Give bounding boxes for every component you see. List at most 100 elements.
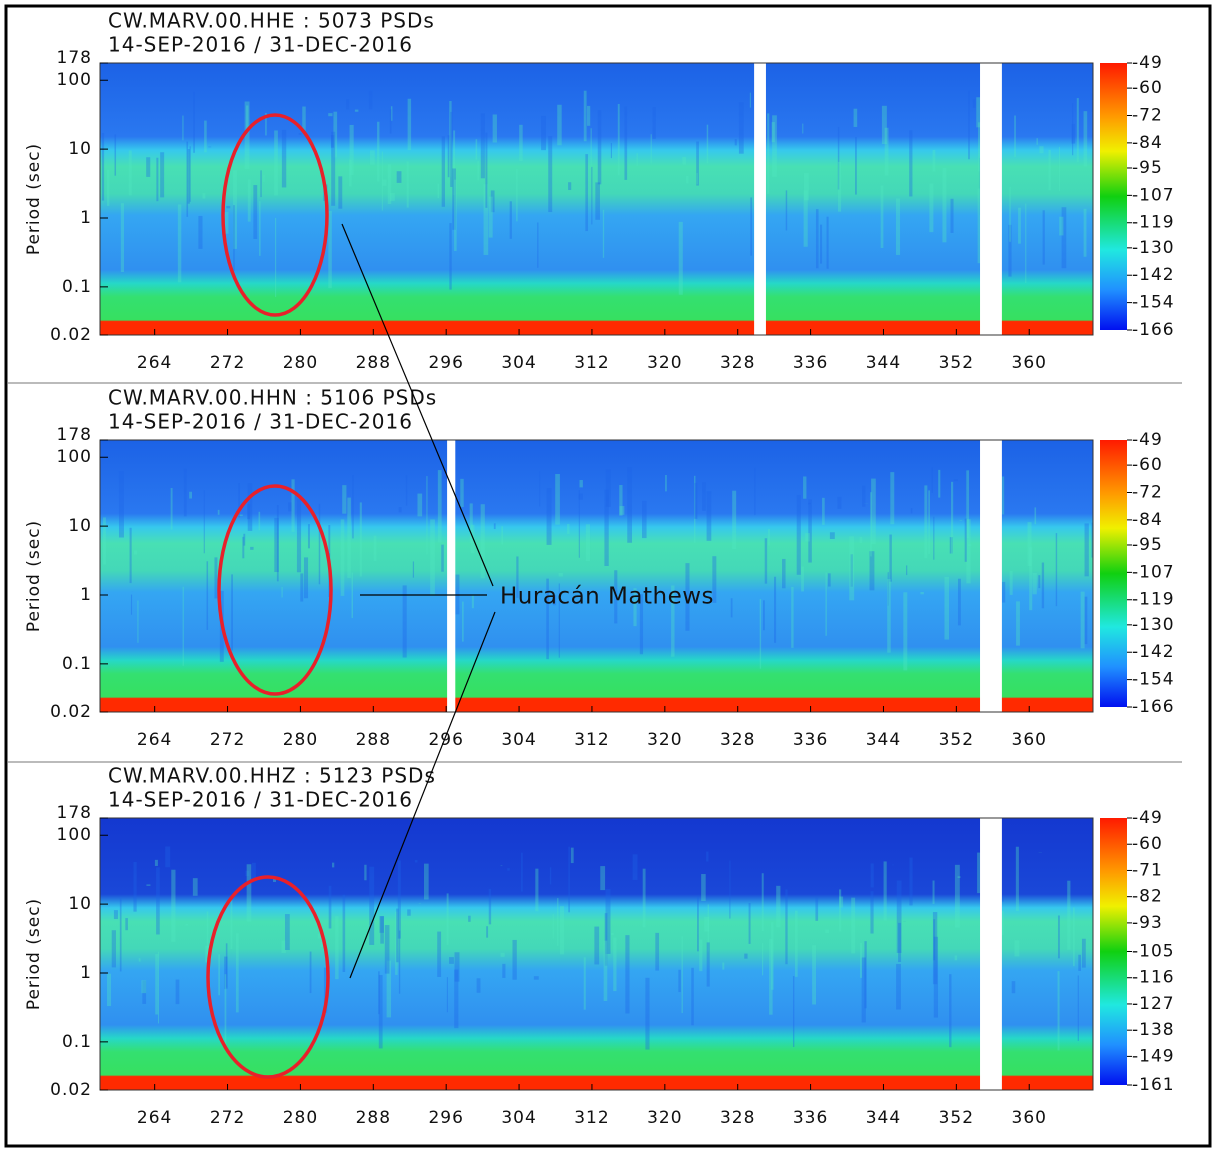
spectrogram-texture	[441, 544, 444, 572]
y-tick-label: 0.02	[50, 1080, 92, 1100]
spectrogram-texture	[340, 519, 345, 596]
chart-title: CW.MARV.00.HHE : 5073 PSDs	[108, 9, 435, 33]
spectrogram-texture	[909, 857, 913, 906]
colorbar-tick-label: -93	[1132, 913, 1163, 933]
colorbar-tick-label: -127	[1132, 994, 1175, 1014]
spectrogram-texture	[771, 922, 774, 990]
spectrogram-texture	[791, 586, 794, 648]
colorbar-tick-label: -95	[1132, 158, 1163, 178]
spectrogram-texture	[328, 210, 332, 289]
spectrogram-texture	[537, 222, 539, 268]
spectrogram-texture	[734, 139, 737, 146]
y-tick-label: 178	[57, 48, 92, 68]
spectrogram-texture	[402, 585, 407, 658]
x-tick-label: 360	[1012, 1108, 1047, 1128]
spectrogram-texture	[825, 929, 830, 934]
spectrogram-texture	[748, 902, 751, 944]
spectrogram-texture	[827, 573, 831, 587]
spectrogram-texture	[759, 599, 762, 669]
spectrogram-texture	[632, 854, 638, 880]
spectrogram-texture	[137, 600, 139, 643]
colorbar-tick-label: -119	[1132, 213, 1175, 233]
spectrogram-texture	[815, 209, 819, 269]
colorbar-tick-label: -166	[1132, 320, 1175, 340]
y-axis-label: Period (sec)	[24, 898, 44, 1010]
spectrogram-texture	[1014, 115, 1016, 158]
spectrogram-texture	[470, 524, 475, 554]
spectrogram-texture	[933, 516, 935, 560]
colorbar-tick-label: -107	[1132, 562, 1175, 582]
spectrogram-texture	[243, 533, 246, 546]
spectrogram-texture	[686, 175, 689, 184]
spectrogram-texture	[730, 598, 733, 618]
spectrogram-texture	[808, 499, 812, 563]
spectrogram-texture	[1032, 572, 1037, 595]
spectrogram-texture	[627, 467, 633, 543]
chart-subtitle: 14-SEP-2016 / 31-DEC-2016	[108, 410, 413, 434]
spectrogram-texture	[864, 941, 867, 1009]
spectrogram-texture	[1041, 562, 1045, 609]
spectrogram-texture	[825, 572, 827, 636]
spectrogram-texture	[412, 561, 415, 578]
spectrogram-texture	[318, 503, 321, 585]
spectrogram-texture	[379, 916, 384, 933]
spectrogram-texture	[1036, 138, 1038, 145]
spectrogram-texture	[1057, 971, 1060, 1051]
spectrogram-texture	[175, 979, 180, 1005]
annotation-label: Huracán Mathews	[500, 584, 714, 610]
spectrogram-texture	[808, 502, 811, 505]
spectrogram-texture	[585, 154, 589, 232]
spectrogram-texture	[488, 196, 493, 238]
spectrogram-texture	[597, 110, 602, 185]
spectrogram-texture	[516, 168, 518, 222]
x-tick-label: 264	[137, 730, 172, 750]
spectrogram-texture	[389, 109, 392, 134]
spectrogram-texture	[156, 157, 159, 202]
spectrogram-texture	[281, 940, 286, 953]
spectrogram-texture	[633, 588, 637, 627]
spectrogram-texture	[785, 889, 788, 965]
x-tick-label: 320	[647, 730, 682, 750]
spectrogram-texture	[546, 488, 552, 545]
x-tick-label: 352	[939, 353, 974, 373]
x-tick-label: 296	[428, 1108, 463, 1128]
colorbar-tick-label: -154	[1132, 293, 1175, 313]
colorbar-tick-label: -142	[1132, 265, 1175, 285]
colorbar	[1100, 818, 1127, 1085]
spectrogram-texture	[706, 851, 709, 862]
spectrogram-texture	[384, 925, 390, 974]
spectrogram-texture	[694, 475, 696, 543]
spectrogram-texture	[533, 976, 539, 980]
spectrogram-texture	[639, 594, 644, 655]
spectrogram-texture	[1025, 203, 1027, 284]
spectrogram-texture	[342, 485, 347, 514]
spectrogram-texture	[750, 197, 753, 256]
spectrogram-texture	[999, 476, 1005, 515]
y-tick-label: 0.02	[50, 702, 92, 722]
y-axis-label: Period (sec)	[24, 143, 44, 255]
chart-title: CW.MARV.00.HHZ : 5123 PSDs	[108, 764, 436, 788]
spectrogram-texture	[128, 150, 132, 196]
spectrogram-texture	[291, 479, 295, 532]
colorbar-tick-label: -130	[1132, 238, 1175, 258]
spectrogram-texture	[614, 570, 618, 624]
spectrogram-texture	[1009, 570, 1013, 595]
spectrogram-texture	[889, 534, 892, 582]
spectrogram-texture	[579, 479, 583, 488]
spectrogram-texture	[704, 917, 710, 932]
spectrogram-texture	[851, 897, 856, 954]
x-tick-label: 328	[720, 1108, 755, 1128]
data-gap	[980, 440, 1002, 712]
spectrogram-texture	[395, 911, 398, 975]
spectrogram-texture	[880, 185, 884, 249]
spectrogram-texture	[208, 146, 212, 148]
data-gap	[754, 63, 766, 335]
spectrogram-texture	[933, 936, 939, 1018]
spectrogram-texture	[449, 101, 452, 177]
spectrogram-texture	[820, 224, 823, 264]
spectrogram-texture	[274, 517, 279, 573]
spectrogram-texture	[335, 916, 339, 980]
spectrogram-texture	[1015, 846, 1019, 912]
spectrogram-texture	[477, 160, 479, 181]
spectrogram-texture	[681, 936, 683, 1014]
